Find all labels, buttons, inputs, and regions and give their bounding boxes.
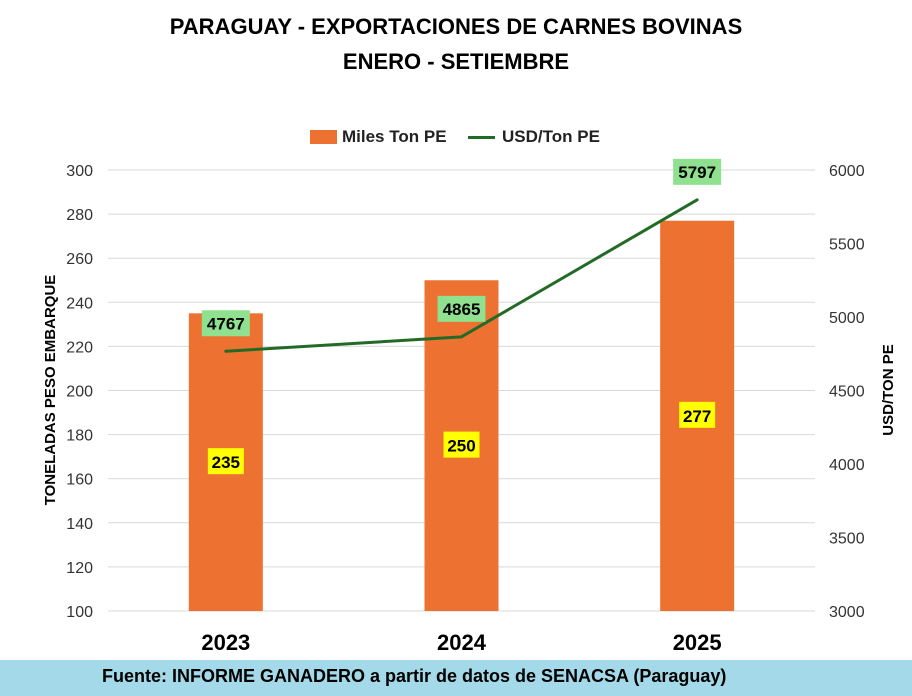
y2-tick-label: 4500 <box>829 384 865 401</box>
line-label-bg <box>201 310 250 337</box>
y2-tick-label: 5500 <box>829 237 865 254</box>
legend-label-line: USD/Ton PE <box>502 127 600 146</box>
y-tick-label: 160 <box>66 472 93 489</box>
legend-swatch-line <box>468 136 495 139</box>
bar-label-bg <box>443 431 480 458</box>
y-tick-label: 260 <box>66 251 93 268</box>
line-label-bg <box>673 158 722 185</box>
line-label-bg <box>437 295 486 322</box>
bar-label-bg <box>679 401 716 428</box>
x-tick-label: 2025 <box>673 630 722 655</box>
legend-label-bar: Miles Ton PE <box>342 127 447 146</box>
line-data-label: 4865 <box>443 300 481 319</box>
y-tick-label: 200 <box>66 384 93 401</box>
source-footer: Fuente: INFORME GANADERO a partir de dat… <box>0 660 912 696</box>
bar-label-bg <box>207 448 244 475</box>
y-tick-label: 300 <box>66 163 93 180</box>
y2-tick-label: 4000 <box>829 457 865 474</box>
line-data-label: 5797 <box>678 163 716 182</box>
line-point-2023 <box>224 349 228 353</box>
x-tick-label: 2023 <box>201 630 250 655</box>
y-axis-title: TONELADAS PESO EMBARQUE <box>42 275 59 506</box>
y-tick-label: 100 <box>66 604 93 621</box>
chart-title: PARAGUAY - EXPORTACIONES DE CARNES BOVIN… <box>169 14 743 39</box>
bar-data-label: 235 <box>212 453 240 472</box>
y2-tick-label: 3000 <box>829 604 865 621</box>
legend-swatch-bar <box>310 130 337 144</box>
y2-tick-label: 6000 <box>829 163 865 180</box>
line-point-2025 <box>695 198 699 202</box>
bar-data-label: 250 <box>447 437 475 456</box>
x-tick-label: 2024 <box>437 630 487 655</box>
line-point-2024 <box>460 335 463 339</box>
y-tick-label: 180 <box>66 428 93 445</box>
y2-tick-label: 3500 <box>829 531 865 548</box>
source-text: Fuente: INFORME GANADERO a partir de dat… <box>102 666 727 686</box>
y-tick-label: 280 <box>66 207 93 224</box>
y-tick-label: 220 <box>66 339 93 356</box>
y2-axis-title: USD/TON PE <box>880 344 897 435</box>
chart-subtitle: ENERO - SETIEMBRE <box>342 49 570 74</box>
y-tick-label: 240 <box>66 295 93 312</box>
y-tick-label: 140 <box>66 516 93 533</box>
line-data-label: 4767 <box>207 314 245 333</box>
combo-chart: 100 120 140 160 180 200 220 240 260 280 300 3000 350… <box>42 158 897 655</box>
y2-tick-label: 5000 <box>829 310 865 327</box>
bar-data-label: 277 <box>683 407 711 426</box>
y-tick-label: 120 <box>66 560 93 577</box>
